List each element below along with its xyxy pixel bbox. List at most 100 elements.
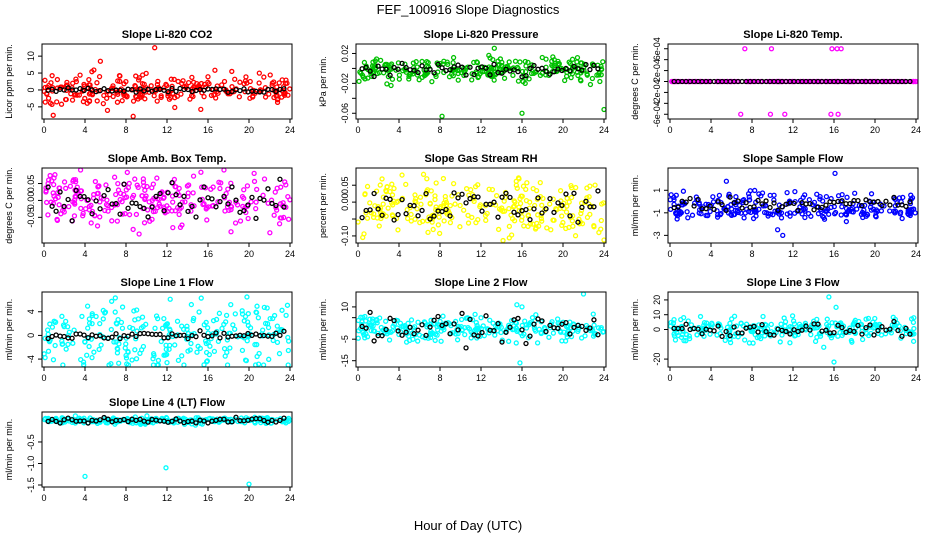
reference-point	[277, 176, 283, 182]
reference-point	[245, 330, 251, 337]
data-point	[569, 213, 576, 219]
data-point	[159, 325, 166, 331]
data-point	[887, 208, 893, 214]
data-point	[170, 199, 176, 205]
y-tick-label: 0.05	[340, 176, 350, 194]
data-point	[108, 298, 115, 304]
reference-point	[515, 315, 521, 322]
y-axis-label: ml/min per min.	[630, 299, 640, 361]
reference-point	[245, 202, 251, 208]
reference-point	[113, 331, 119, 337]
reference-point	[563, 65, 569, 72]
reference-point	[519, 327, 525, 333]
data-point	[534, 220, 540, 227]
data-point	[115, 316, 121, 323]
reference-point	[149, 204, 155, 210]
outlier-point	[506, 338, 512, 344]
data-point	[404, 215, 411, 222]
data-point	[741, 215, 747, 221]
data-point	[374, 320, 380, 326]
y-tick-label: 5	[26, 71, 36, 76]
data-point	[155, 78, 161, 85]
data-point	[893, 78, 899, 85]
data-point	[199, 184, 205, 190]
data-point	[206, 351, 213, 358]
data-point	[408, 317, 415, 323]
data-point	[446, 74, 453, 80]
data-point	[892, 210, 898, 216]
data-point	[570, 223, 576, 229]
data-point	[865, 315, 872, 322]
reference-point	[197, 328, 203, 334]
data-point	[829, 320, 835, 326]
data-point	[756, 322, 762, 328]
panel-title: Slope Line 1 Flow	[121, 277, 214, 289]
data-point	[704, 320, 710, 326]
reference-point	[455, 62, 461, 68]
data-point	[592, 182, 598, 188]
data-point	[176, 185, 182, 191]
data-point	[461, 207, 467, 213]
data-point	[547, 201, 553, 207]
data-point	[60, 362, 66, 368]
reference-point	[265, 419, 271, 425]
data-point	[233, 199, 239, 205]
data-point	[136, 75, 143, 81]
data-point	[139, 193, 145, 199]
data-point	[229, 84, 235, 90]
data-point	[457, 202, 463, 209]
data-point	[436, 230, 443, 237]
data-point	[850, 200, 856, 207]
data-point	[457, 224, 463, 230]
data-point	[689, 212, 696, 218]
data-point	[417, 194, 424, 200]
reference-point	[711, 328, 717, 334]
reference-point	[185, 208, 191, 215]
data-point	[787, 340, 793, 346]
data-point	[256, 350, 262, 357]
data-point	[71, 200, 78, 206]
reference-point	[571, 63, 577, 70]
data-point	[500, 208, 506, 215]
data-point	[65, 341, 71, 348]
data-point	[530, 185, 536, 192]
reference-point	[201, 184, 207, 190]
reference-point	[595, 332, 601, 338]
data-point	[578, 70, 584, 76]
panel-6: Slope Line 1 Flow ml/min per min. 0 4 8 12 16 2…	[4, 277, 295, 383]
reference-point	[855, 322, 861, 329]
data-point	[722, 337, 728, 344]
data-point	[859, 328, 865, 335]
data-point	[458, 316, 465, 323]
reference-point	[213, 86, 219, 92]
data-point	[911, 206, 917, 212]
data-point	[519, 322, 525, 329]
reference-point	[467, 316, 473, 322]
data-point	[427, 334, 434, 341]
data-point	[49, 101, 55, 108]
data-point	[190, 93, 196, 100]
data-point	[701, 319, 708, 326]
data-point	[587, 81, 594, 88]
data-point	[230, 322, 236, 328]
reference-point	[547, 195, 553, 202]
data-point	[131, 308, 137, 314]
y-tick-label: 4	[26, 309, 36, 314]
y-axis-label: ml/min per min.	[4, 299, 14, 361]
reference-point	[229, 419, 235, 425]
reference-point	[727, 194, 733, 200]
data-point	[455, 77, 461, 83]
reference-point	[125, 333, 131, 339]
data-point	[222, 208, 228, 214]
reference-point	[395, 211, 401, 218]
data-point	[808, 324, 814, 331]
data-point	[376, 223, 382, 229]
reference-point	[595, 188, 601, 194]
data-point	[77, 167, 84, 173]
data-point	[474, 59, 480, 65]
data-point	[421, 67, 427, 73]
reference-point	[399, 196, 405, 203]
x-tick-label: 20	[870, 249, 880, 259]
data-point	[747, 188, 754, 194]
